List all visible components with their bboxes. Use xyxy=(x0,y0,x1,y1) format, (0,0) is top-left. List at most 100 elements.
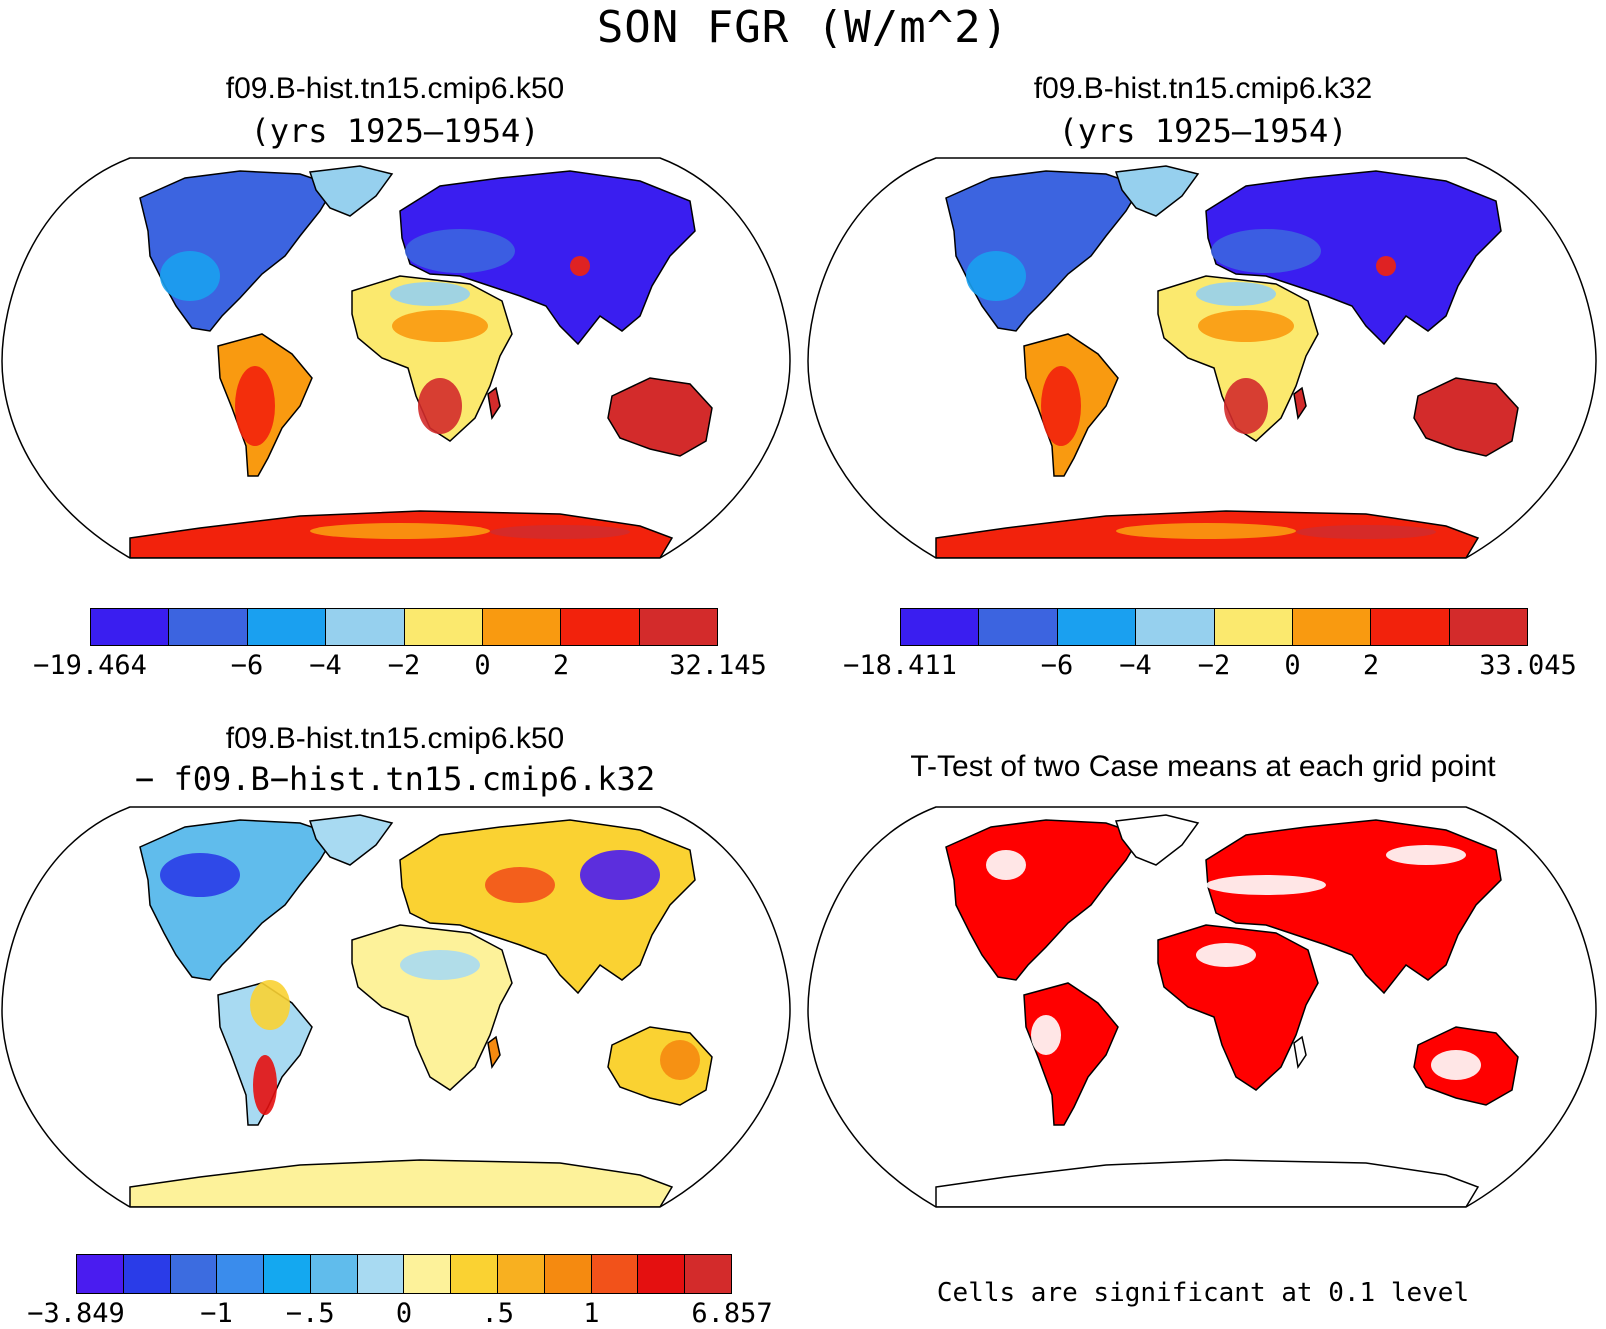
land-madagascar xyxy=(487,386,501,420)
colorbar-tick-label: 2 xyxy=(552,650,570,681)
land-greenland xyxy=(308,165,394,217)
colorbar-tick-label: 0 xyxy=(474,650,491,681)
field-patch xyxy=(490,525,630,539)
land-eurasia xyxy=(1205,170,1502,346)
land-eurasia xyxy=(399,170,696,346)
colorbar-tick-label: −6 xyxy=(230,650,264,681)
colorbar-swatch xyxy=(591,1255,639,1293)
field-patch xyxy=(1386,845,1466,865)
field-detail-group xyxy=(966,229,1436,539)
colorbar-swatch xyxy=(979,609,1058,645)
field-patch xyxy=(400,950,480,980)
land-australia xyxy=(1413,377,1519,457)
field-patch xyxy=(160,251,220,301)
colorbar-swatch xyxy=(901,609,980,645)
colorbar-swatch xyxy=(1214,609,1293,645)
field-detail-group xyxy=(160,850,700,1115)
panel-subtitle-top-left: (yrs 1925–1954) xyxy=(250,112,540,150)
land-samerica xyxy=(1023,982,1119,1126)
land-greenland xyxy=(1114,165,1200,217)
land-africa xyxy=(351,924,513,1091)
panel-title-top-left: f09.B-hist.tn15.cmip6.k50 xyxy=(225,72,565,105)
panel-subtitle-top-right: (yrs 1925–1954) xyxy=(1058,112,1348,150)
map-bottom-left xyxy=(1,806,791,1208)
field-patch xyxy=(485,867,555,903)
colorbar-tick-label: 0 xyxy=(395,1298,413,1329)
colorbar-swatch xyxy=(404,609,483,645)
land-namerica xyxy=(139,170,337,332)
colorbar-swatch xyxy=(1449,609,1527,645)
land-madagascar xyxy=(1293,386,1307,420)
field-patch xyxy=(1041,366,1081,446)
field-patch xyxy=(1376,256,1396,276)
colorbar-swatch xyxy=(451,1255,499,1293)
field-patch xyxy=(1431,1050,1481,1080)
field-patch xyxy=(966,251,1026,301)
colorbar-tick-label: −19.464 xyxy=(33,650,147,681)
map-top-left xyxy=(1,157,791,559)
globe-outline xyxy=(1,806,791,1208)
globe-outline xyxy=(1,157,791,559)
colorbar-tick-label: 33.045 xyxy=(1479,650,1577,681)
field-patch xyxy=(660,1040,700,1080)
colorbar-tick-label: −18.411 xyxy=(843,650,957,681)
field-patch xyxy=(570,256,590,276)
colorbar-swatch xyxy=(561,609,640,645)
field-patch xyxy=(235,366,275,446)
field-patch xyxy=(250,980,290,1030)
panel-title-bottom-right: T-Test of two Case means at each grid po… xyxy=(910,750,1496,783)
colorbar-top-left xyxy=(90,608,718,646)
land-africa xyxy=(1157,924,1319,1091)
land-antarctica xyxy=(129,1159,674,1207)
field-patch xyxy=(1116,523,1296,539)
colorbar-tick-label: 32.145 xyxy=(669,650,767,681)
land-madagascar xyxy=(487,1035,501,1069)
field-patch xyxy=(1211,229,1321,273)
field-detail-group xyxy=(160,229,630,539)
field-detail-group xyxy=(986,845,1481,1080)
field-patch xyxy=(1296,525,1436,539)
land-namerica xyxy=(139,819,337,981)
field-patch xyxy=(1196,943,1256,967)
field-patch xyxy=(310,523,490,539)
field-patch xyxy=(1224,378,1268,434)
colorbar-swatch xyxy=(482,609,562,645)
colorbar-tick-label: 6.857 xyxy=(691,1298,773,1329)
colorbar-tick-label: −2 xyxy=(1197,650,1231,681)
land-greenland xyxy=(308,814,394,866)
land-namerica xyxy=(945,819,1143,981)
colorbar-tick-label: −6 xyxy=(1040,650,1074,681)
colorbar-tick-label: −4 xyxy=(1119,650,1152,681)
colorbar-swatch xyxy=(1371,609,1450,645)
colorbar-tick-label: 1 xyxy=(583,1298,600,1329)
colorbar-bottom-left xyxy=(76,1254,732,1294)
land-australia xyxy=(607,377,713,457)
field-patch xyxy=(580,850,660,900)
field-patch xyxy=(418,378,462,434)
field-patch xyxy=(1031,1015,1061,1055)
colorbar-tick-label: 0 xyxy=(1284,650,1301,681)
field-patch xyxy=(1198,310,1294,342)
colorbar-swatch xyxy=(685,1255,731,1293)
field-patch xyxy=(1206,875,1326,895)
panel-subtitle-bottom-left: − f09.B−hist.tn15.cmip6.k32 xyxy=(134,760,656,798)
panel-title-bottom-left: f09.B-hist.tn15.cmip6.k50 xyxy=(225,722,565,755)
significance-note: Cells are significant at 0.1 level xyxy=(936,1278,1470,1308)
land-antarctica xyxy=(935,1159,1480,1207)
map-bottom-right xyxy=(807,806,1597,1208)
colorbar-swatch xyxy=(91,609,170,645)
colorbar-tick-label: −.5 xyxy=(285,1298,335,1329)
globe-outline xyxy=(807,806,1597,1208)
field-patch xyxy=(986,850,1026,880)
colorbar-swatch xyxy=(357,1255,405,1293)
map-land-group xyxy=(935,814,1519,1207)
field-patch xyxy=(253,1055,277,1115)
figure-title: SON FGR (W/m^2) xyxy=(596,2,1010,53)
colorbar-swatch xyxy=(326,609,405,645)
colorbar-swatch xyxy=(638,1255,686,1293)
colorbar-swatch xyxy=(1136,609,1215,645)
colorbar-swatch xyxy=(264,1255,311,1293)
field-patch xyxy=(392,310,488,342)
colorbar-swatch xyxy=(498,1255,545,1293)
colorbar-tick-label: −2 xyxy=(387,650,421,681)
